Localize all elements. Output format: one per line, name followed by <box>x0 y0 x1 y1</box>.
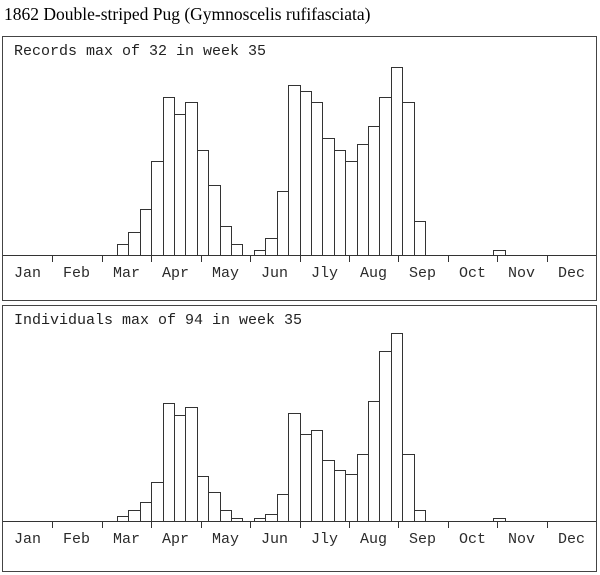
month-tick <box>52 521 53 528</box>
records-bar-week-20 <box>220 226 232 256</box>
month-label-jun: Jun <box>260 531 288 548</box>
month-tick <box>497 521 498 528</box>
month-label-feb: Feb <box>62 265 90 282</box>
individuals-bar-week-19 <box>208 492 221 522</box>
month-tick <box>398 521 399 528</box>
month-label-dec: Dec <box>557 265 585 282</box>
records-bar-week-37 <box>414 221 426 256</box>
month-label-oct: Oct <box>458 265 486 282</box>
individuals-chart: Individuals max of 94 in week 35 Jan Feb M… <box>2 305 597 572</box>
month-tick <box>349 255 350 262</box>
month-label-apr: Apr <box>161 265 189 282</box>
records-bar-week-21 <box>231 244 243 256</box>
month-tick <box>398 255 399 262</box>
month-label-feb: Feb <box>62 531 90 548</box>
month-tick <box>250 521 251 528</box>
month-tick <box>102 521 103 528</box>
month-tick <box>547 521 548 528</box>
individuals-bar-week-36 <box>402 454 415 522</box>
month-label-aug: Aug <box>359 531 387 548</box>
month-tick <box>300 521 301 528</box>
individuals-bar-week-35 <box>391 333 403 522</box>
month-label-jun: Jun <box>260 265 288 282</box>
records-chart-title: Records max of 32 in week 35 <box>14 43 267 60</box>
individuals-chart-title: Individuals max of 94 in week 35 <box>14 312 303 329</box>
month-tick <box>448 255 449 262</box>
month-tick <box>201 255 202 262</box>
individuals-bar-week-37 <box>414 510 426 522</box>
month-label-nov: Nov <box>507 531 535 548</box>
records-chart: Records max of 32 in week 35 Jan Feb Mar Ap… <box>2 36 597 301</box>
month-tick <box>102 255 103 262</box>
month-label-jly: Jly <box>310 531 338 548</box>
month-tick <box>497 255 498 262</box>
month-label-may: May <box>211 531 239 548</box>
individuals-bar-week-17 <box>185 407 198 522</box>
records-bar-week-44 <box>493 250 506 256</box>
month-tick <box>448 521 449 528</box>
month-tick <box>151 521 152 528</box>
month-label-mar: Mar <box>112 531 140 548</box>
month-tick <box>300 255 301 262</box>
month-label-jan: Jan <box>13 531 41 548</box>
month-tick <box>547 255 548 262</box>
month-label-aug: Aug <box>359 265 387 282</box>
month-tick <box>151 255 152 262</box>
month-label-nov: Nov <box>507 265 535 282</box>
month-label-sep: Sep <box>408 531 436 548</box>
individuals-bar-week-20 <box>220 510 232 522</box>
month-label-mar: Mar <box>112 265 140 282</box>
records-bar-week-36 <box>402 102 415 256</box>
month-tick <box>250 255 251 262</box>
individuals-bar-week-44 <box>493 518 506 522</box>
month-label-dec: Dec <box>557 531 585 548</box>
month-tick <box>349 521 350 528</box>
month-label-jly: Jly <box>310 265 338 282</box>
month-label-may: May <box>211 265 239 282</box>
month-label-oct: Oct <box>458 531 486 548</box>
records-bar-week-19 <box>208 185 221 256</box>
month-tick <box>201 521 202 528</box>
page-title: 1862 Double-striped Pug (Gymnoscelis ruf… <box>4 4 371 24</box>
month-tick <box>52 255 53 262</box>
month-label-sep: Sep <box>408 265 436 282</box>
individuals-bar-week-21 <box>231 518 243 522</box>
month-label-jan: Jan <box>13 265 41 282</box>
month-label-apr: Apr <box>161 531 189 548</box>
